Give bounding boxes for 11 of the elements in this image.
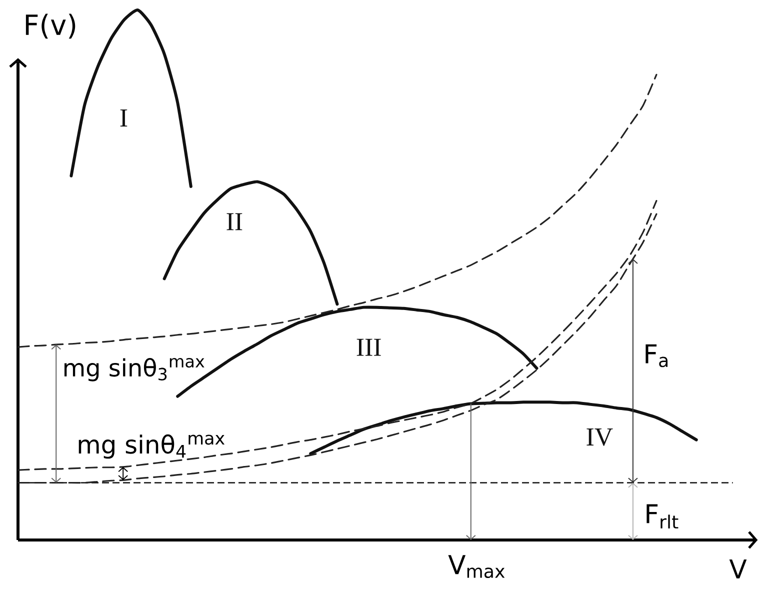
series-label: I bbox=[120, 109, 128, 126]
annotation: F$_{a}$ bbox=[646, 344, 668, 368]
y-axis-title: F(v) bbox=[26, 14, 76, 39]
x-axis-title: V bbox=[729, 560, 747, 578]
text: V$_{max}$ bbox=[448, 555, 505, 578]
series-label: III bbox=[356, 338, 381, 356]
series-label: II bbox=[226, 213, 242, 230]
annotation: mg sinθ$_{4}$max bbox=[78, 434, 225, 459]
annotation: mg sinθ$_{3}$max bbox=[64, 358, 204, 382]
annotation: F$_{rlt}$ bbox=[646, 504, 678, 528]
series-label: IV bbox=[586, 428, 613, 446]
